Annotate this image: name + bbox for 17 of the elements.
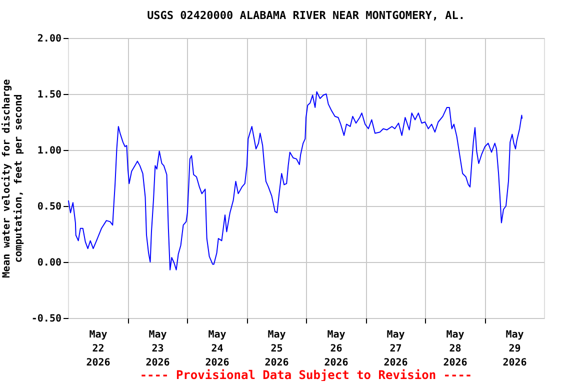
x-tick-label: May 27 2026: [384, 330, 408, 368]
x-tick-label: May 24 2026: [205, 330, 230, 368]
x-tick-label: May 28 2026: [443, 330, 468, 368]
y-tick-label: 1.50: [37, 90, 62, 100]
chart-title: USGS 02420000 ALABAMA RIVER NEAR MONTGOMERY, AL.: [147, 9, 465, 22]
y-tick-label: 0.50: [37, 202, 62, 212]
y-tick-label: 2.00: [37, 34, 62, 44]
y-tick-label: 1.00: [37, 146, 62, 156]
line-series: [68, 91, 523, 270]
x-tick-label: May 25 2026: [264, 330, 289, 368]
x-tick-label: May 23 2026: [146, 330, 170, 368]
x-tick-label: May 22 2026: [86, 330, 110, 368]
y-tick-label: -0.50: [31, 314, 62, 324]
x-tick-label: May 26 2026: [324, 330, 348, 368]
y-tick-label: 0.00: [37, 258, 62, 268]
y-axis-title: Mean water velocity for discharge computation, feet per second: [0, 79, 24, 278]
x-tick-label: May 29 2026: [502, 330, 527, 368]
